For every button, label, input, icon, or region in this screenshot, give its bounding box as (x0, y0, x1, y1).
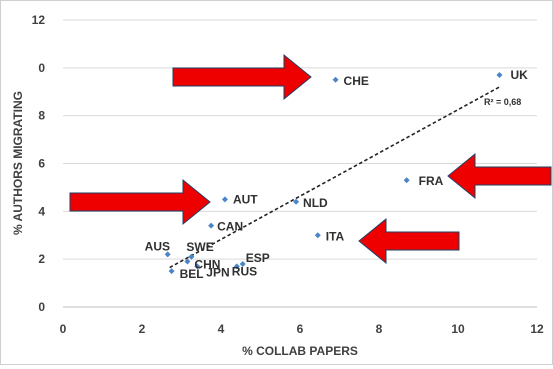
y-tick-label: 0 (38, 300, 45, 314)
point-aus (164, 251, 171, 258)
point-swe (188, 253, 195, 260)
label-chn: CHN (194, 258, 220, 272)
label-nld: NLD (303, 196, 328, 210)
x-tick-label: 8 (376, 322, 383, 336)
y-tick-label: 2 (38, 252, 45, 266)
y-tick-label: 0 (38, 61, 45, 75)
arrow-to-fra (447, 152, 552, 200)
trendline (169, 86, 500, 269)
y-tick-label: 6 (38, 157, 45, 171)
y-tick-label: 12 (32, 13, 46, 27)
x-axis-title: % COLLAB PAPERS (242, 344, 358, 358)
x-tick-labels: 0 2 4 6 8 10 12 (60, 322, 544, 336)
x-tick-label: 10 (451, 322, 465, 336)
label-uk: UK (510, 68, 528, 82)
data-points (164, 72, 503, 275)
label-aus: AUS (145, 239, 170, 253)
label-rus: RUS (232, 264, 257, 278)
point-chn (184, 258, 191, 265)
label-ita: ITA (326, 229, 345, 243)
point-jpn (194, 263, 201, 270)
point-aut (221, 196, 228, 203)
y-tick-label: 4 (38, 204, 45, 218)
point-uk (496, 72, 503, 79)
arrow-to-che (172, 53, 312, 101)
highlight-arrows (69, 53, 552, 265)
label-swe: SWE (186, 240, 213, 254)
label-aut: AUT (233, 192, 258, 206)
y-tick-labels: 0 2 4 6 8 0 12 (32, 13, 46, 314)
point-can (208, 222, 215, 229)
point-labels: UK CHE FRA AUT NLD CAN ITA AUS SWE ESP CHN RUS BEL JP… (145, 68, 528, 281)
label-jpn: JPN (206, 265, 229, 279)
label-che: CHE (344, 74, 369, 88)
y-tick-label: 8 (38, 109, 45, 123)
point-esp (239, 260, 246, 267)
point-che (332, 76, 339, 83)
point-fra (403, 177, 410, 184)
x-tick-label: 12 (530, 322, 544, 336)
point-bel (168, 268, 175, 275)
label-fra: FRA (419, 174, 444, 188)
y-axis-title: % AUTHORS MIGRATING (11, 91, 25, 235)
grid-lines (63, 19, 537, 260)
arrow-to-ita (358, 217, 460, 265)
x-tick-label: 0 (60, 322, 67, 336)
r-squared-label: R² = 0,68 (484, 97, 521, 107)
point-rus (233, 263, 240, 270)
x-tick-label: 4 (218, 322, 225, 336)
label-can: CAN (217, 220, 243, 234)
label-bel: BEL (180, 267, 204, 281)
x-tick-label: 6 (297, 322, 304, 336)
point-nld (293, 198, 300, 205)
label-esp: ESP (246, 251, 270, 265)
x-tick-label: 2 (139, 322, 146, 336)
point-ita (314, 232, 321, 239)
arrow-to-aut (69, 178, 211, 226)
